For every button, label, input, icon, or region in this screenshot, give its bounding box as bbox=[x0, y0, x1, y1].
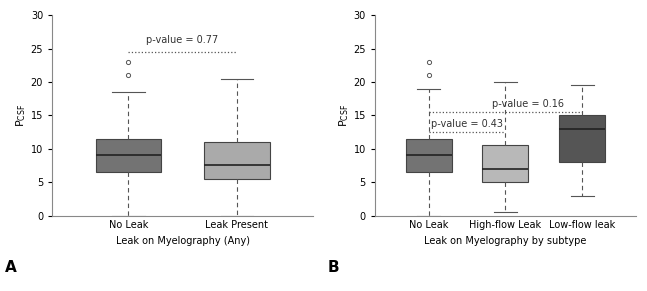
Text: p-value = 0.43: p-value = 0.43 bbox=[431, 119, 503, 129]
PathPatch shape bbox=[96, 139, 161, 172]
Text: p-value = 0.77: p-value = 0.77 bbox=[146, 35, 219, 45]
PathPatch shape bbox=[204, 142, 270, 179]
X-axis label: Leak on Myelography (Any): Leak on Myelography (Any) bbox=[116, 236, 250, 246]
Text: p-value = 0.16: p-value = 0.16 bbox=[492, 99, 564, 109]
PathPatch shape bbox=[406, 139, 452, 172]
Text: B: B bbox=[328, 260, 340, 275]
PathPatch shape bbox=[559, 115, 605, 162]
Text: A: A bbox=[5, 260, 17, 275]
X-axis label: Leak on Myelography by subtype: Leak on Myelography by subtype bbox=[424, 236, 587, 246]
Y-axis label: $\mathregular{P_{CSF}}$: $\mathregular{P_{CSF}}$ bbox=[14, 104, 28, 127]
PathPatch shape bbox=[483, 146, 529, 182]
Y-axis label: $\mathregular{P_{CSF}}$: $\mathregular{P_{CSF}}$ bbox=[337, 104, 351, 127]
